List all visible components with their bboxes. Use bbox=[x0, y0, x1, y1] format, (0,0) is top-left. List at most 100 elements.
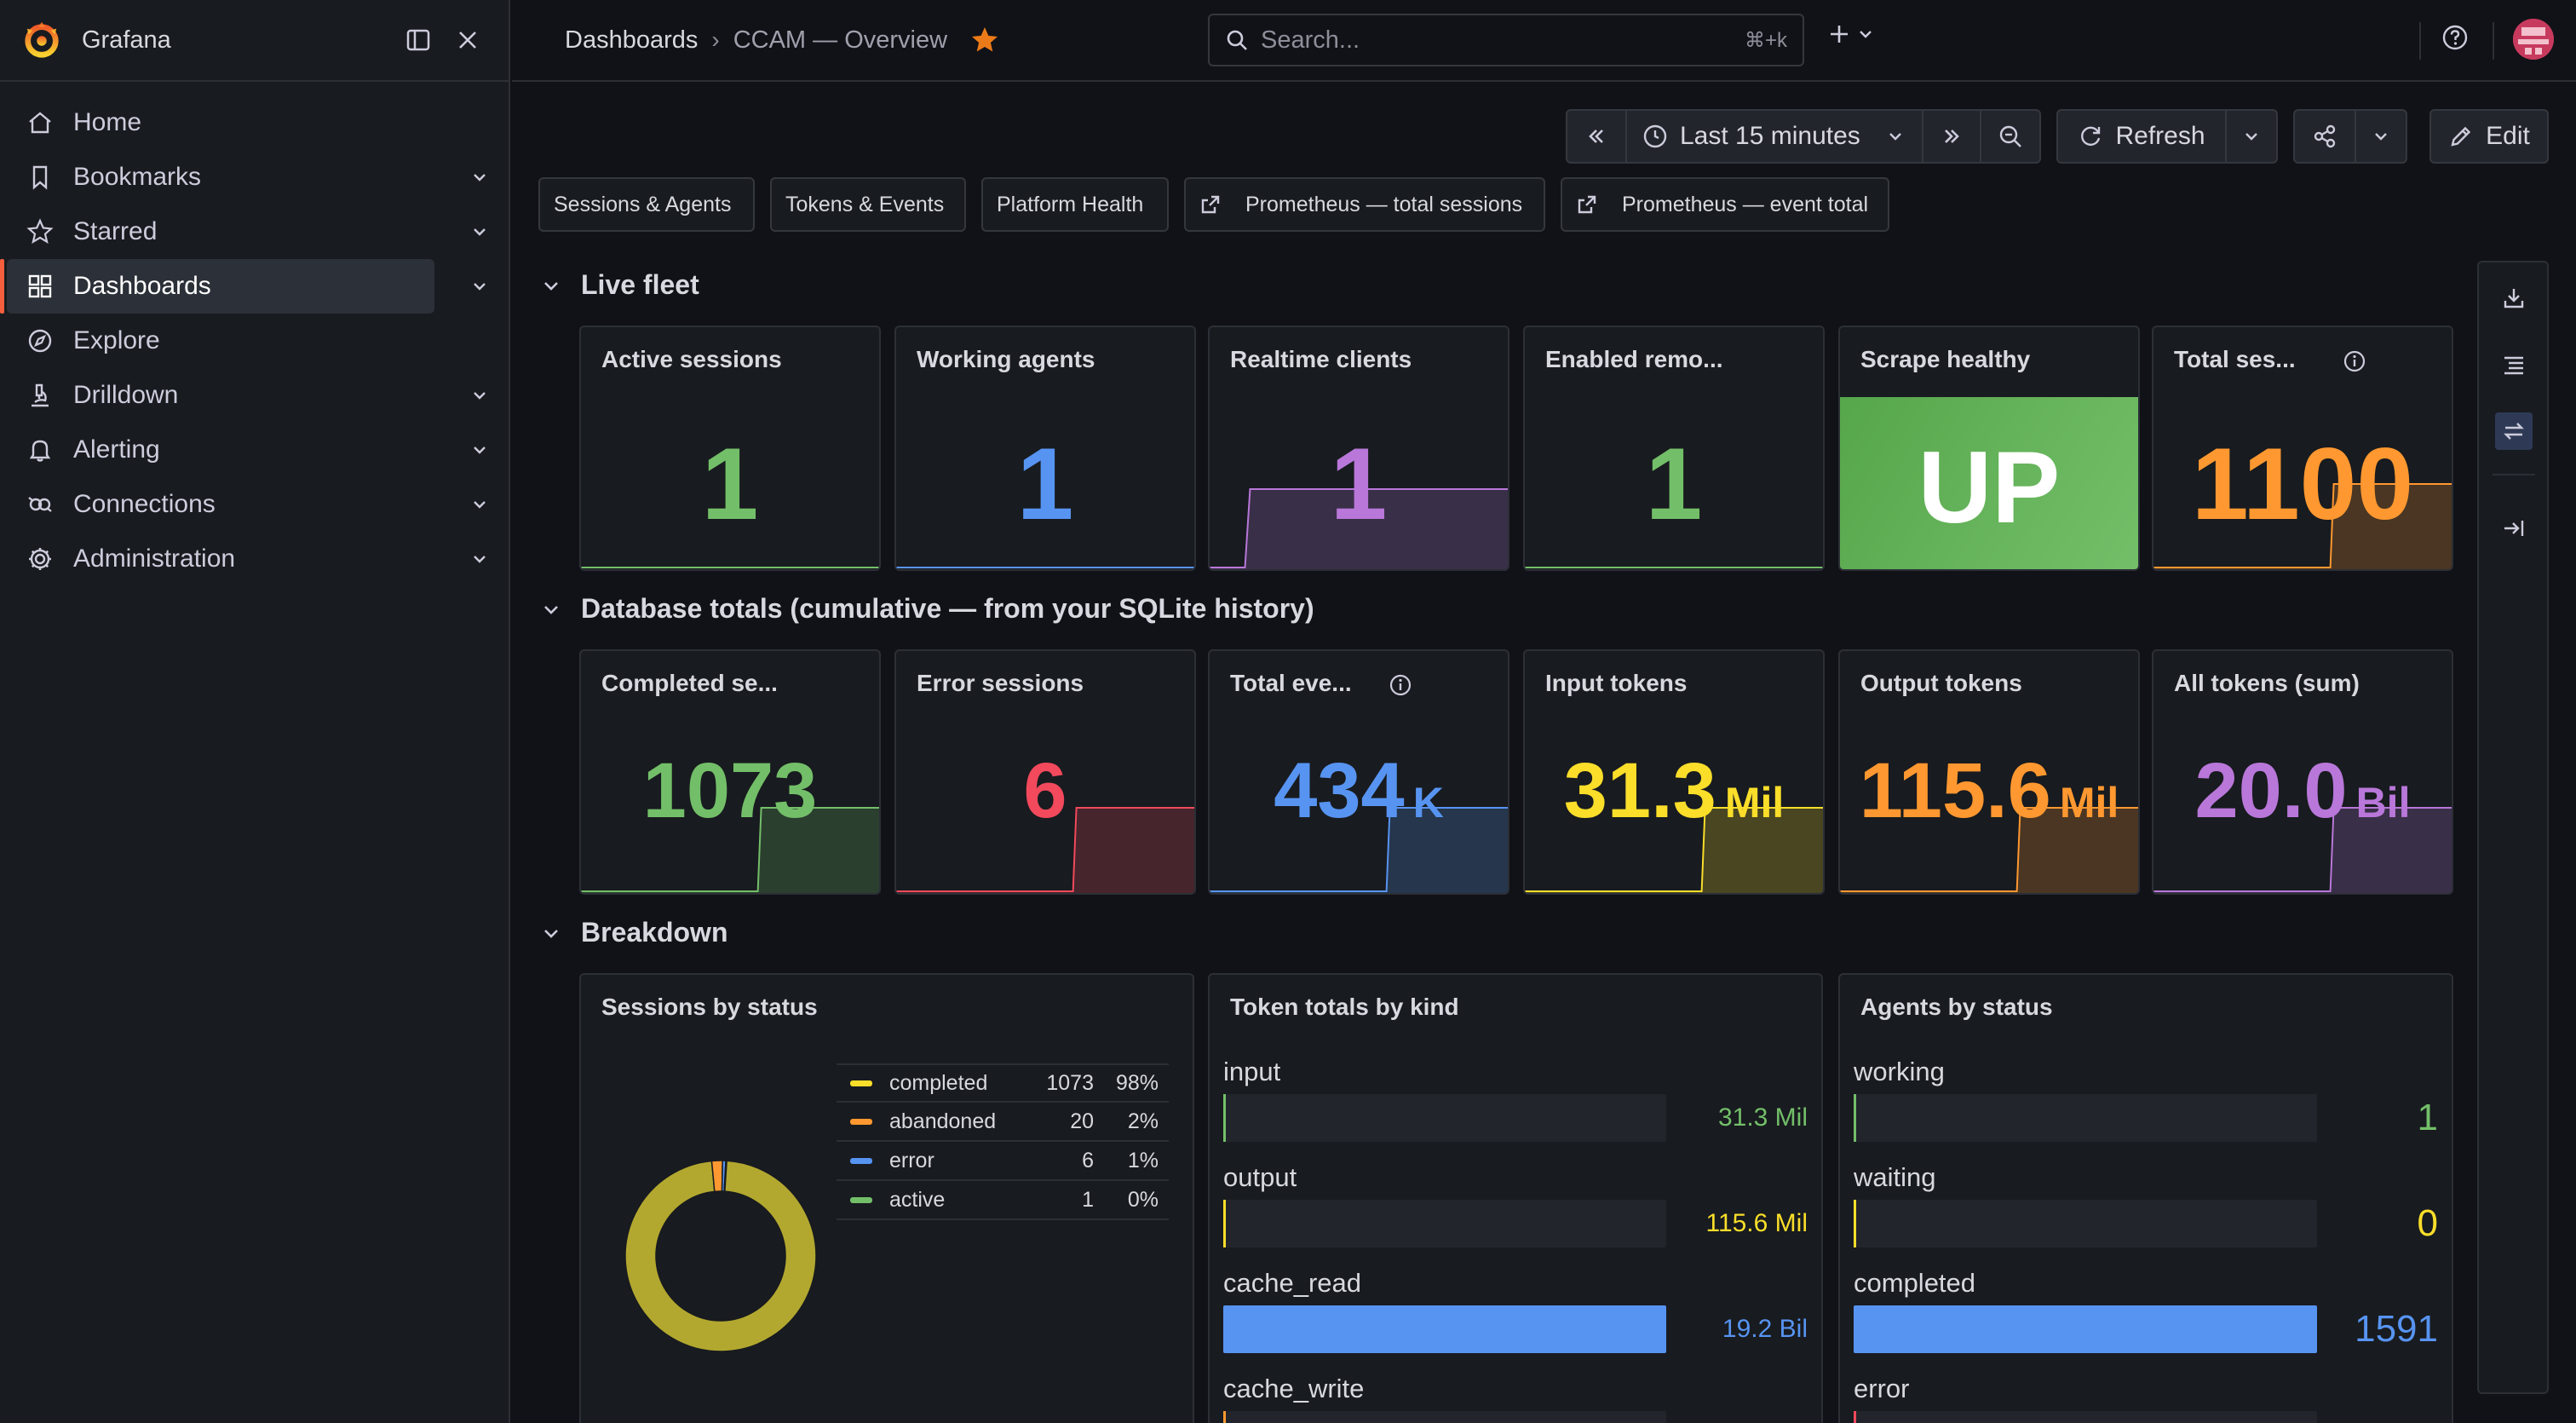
bar-gauge-item[interactable]: working 1 bbox=[1854, 1057, 2438, 1150]
sidebar-item-alerting[interactable]: Alerting bbox=[7, 423, 486, 477]
sidebar-item-drilldown[interactable]: Drilldown bbox=[7, 368, 486, 423]
dashboard-link-button[interactable]: Tokens & Events bbox=[770, 177, 966, 232]
stat-panel[interactable]: Scrape healthy UP bbox=[1838, 326, 2140, 571]
sidebar-item-home[interactable]: Home bbox=[7, 95, 434, 150]
pie-slice-completed[interactable] bbox=[624, 1160, 817, 1352]
home-icon bbox=[26, 108, 55, 137]
breadcrumb-current: CCAM — Overview bbox=[733, 26, 948, 54]
panel-token-totals-by-kind[interactable]: Token totals by kind input 31.3 Mil output… bbox=[1208, 973, 1823, 1423]
bar-gauge-item[interactable]: completed 1591 bbox=[1854, 1268, 2438, 1362]
refresh-interval-dropdown[interactable] bbox=[2225, 109, 2278, 164]
stat-panel[interactable]: Total eve... 434 K bbox=[1208, 649, 1509, 895]
chevron-down-icon[interactable] bbox=[467, 205, 492, 259]
stat-panel[interactable]: Input tokens 31.3 Mil bbox=[1523, 649, 1825, 895]
info-icon[interactable] bbox=[2343, 349, 2366, 377]
panel-title: Active sessions bbox=[601, 346, 782, 372]
stat-number: 1 bbox=[1016, 427, 1074, 541]
stat-panel[interactable]: Enabled remo... 1 bbox=[1523, 326, 1825, 571]
new-menu-button[interactable] bbox=[1827, 22, 1873, 46]
star-filled-icon[interactable] bbox=[969, 25, 1000, 55]
sidebar-item-label: Starred bbox=[73, 217, 158, 245]
chevron-down-icon[interactable] bbox=[467, 532, 492, 586]
legend-item[interactable]: completed 1073 98% bbox=[837, 1063, 1169, 1103]
dashboard-link-button[interactable]: Prometheus — event total bbox=[1561, 177, 1889, 232]
bar-label: completed bbox=[1854, 1268, 1976, 1298]
stat-panel[interactable]: Active sessions 1 bbox=[579, 326, 881, 571]
stat-panel[interactable]: Completed se... 1073 bbox=[579, 649, 881, 895]
dashboard-link-button[interactable]: Prometheus — total sessions bbox=[1184, 177, 1545, 232]
refresh-button[interactable]: Refresh bbox=[2056, 109, 2227, 164]
row-live-fleet[interactable]: Live fleet bbox=[542, 269, 699, 301]
time-back-button[interactable] bbox=[1566, 109, 1627, 164]
bar-gauge-item[interactable]: output 115.6 Mil bbox=[1223, 1162, 1808, 1256]
dock-menu-icon[interactable] bbox=[400, 21, 437, 59]
bar-label: working bbox=[1854, 1057, 1945, 1086]
sidebar-item-explore[interactable]: Explore bbox=[7, 314, 434, 368]
panel-sessions-by-status[interactable]: Sessions by status completed 1073 98% aband… bbox=[579, 973, 1194, 1423]
bar-value: 19.2 Bil bbox=[1722, 1315, 1808, 1343]
sidebar-item-label: Drilldown bbox=[73, 381, 179, 409]
chevron-down-icon[interactable] bbox=[467, 150, 492, 205]
sidebar-item-connections[interactable]: Connections bbox=[7, 477, 486, 532]
panel-title: Total ses... bbox=[2174, 346, 2296, 372]
stat-panel[interactable]: Output tokens 115.6 Mil bbox=[1838, 649, 2140, 895]
info-icon[interactable] bbox=[1389, 673, 1412, 701]
sidebar-item-dashboards[interactable]: Dashboards bbox=[0, 259, 486, 314]
breadcrumb-dashboards[interactable]: Dashboards bbox=[565, 26, 699, 54]
sidebar-item-bookmarks[interactable]: Bookmarks bbox=[7, 150, 486, 205]
stat-value: 6 bbox=[896, 752, 1194, 830]
stat-panel[interactable]: Realtime clients 1 bbox=[1208, 326, 1509, 571]
row-database-totals[interactable]: Database totals (cumulative — from your … bbox=[542, 593, 1314, 625]
stat-panel[interactable]: Total ses... 1100 bbox=[2152, 326, 2453, 571]
sparkline bbox=[1840, 807, 2138, 893]
legend-item[interactable]: error 6 1% bbox=[837, 1142, 1169, 1181]
stat-value: 115.6 Mil bbox=[1840, 752, 2138, 830]
grafana-logo-icon[interactable] bbox=[22, 20, 61, 60]
legend-item[interactable]: abandoned 20 2% bbox=[837, 1103, 1169, 1142]
time-forward-button[interactable] bbox=[1922, 109, 1981, 164]
close-icon[interactable] bbox=[449, 21, 486, 59]
edit-button[interactable]: Edit bbox=[2429, 109, 2549, 164]
bar-gauge-item[interactable]: waiting 0 bbox=[1854, 1162, 2438, 1256]
chevron-down-icon[interactable] bbox=[467, 477, 492, 532]
search-input[interactable]: Search... ⌘+k bbox=[1208, 14, 1804, 66]
exchange-icon[interactable] bbox=[2495, 412, 2533, 450]
outline-list-icon[interactable] bbox=[2495, 346, 2533, 383]
dashboard-link-button[interactable]: Platform Health bbox=[981, 177, 1169, 232]
pie-slice-active[interactable] bbox=[723, 1160, 727, 1192]
chevron-down-icon[interactable] bbox=[467, 423, 492, 477]
panel-title: Total eve... bbox=[1230, 670, 1352, 696]
stat-panel[interactable]: Error sessions 6 bbox=[894, 649, 1196, 895]
bell-icon bbox=[26, 435, 55, 464]
stat-value: 1100 bbox=[2153, 433, 2452, 535]
time-range-picker[interactable]: Last 15 minutes bbox=[1625, 109, 1923, 164]
sidebar-item-administration[interactable]: Administration bbox=[7, 532, 486, 586]
chevron-down-icon[interactable] bbox=[467, 368, 492, 423]
sparkline bbox=[1210, 807, 1508, 893]
sidebar-item-starred[interactable]: Starred bbox=[7, 205, 486, 259]
row-breakdown[interactable]: Breakdown bbox=[542, 917, 727, 948]
help-icon[interactable] bbox=[2441, 24, 2469, 55]
panel-agents-by-status[interactable]: Agents by status working 1 waiting 0 complet… bbox=[1838, 973, 2453, 1423]
share-button[interactable] bbox=[2293, 109, 2356, 164]
legend-item[interactable]: active 1 0% bbox=[837, 1181, 1169, 1220]
stat-value: 1 bbox=[1210, 433, 1508, 535]
chevrons-left-icon bbox=[1589, 130, 1603, 143]
bar-gauge-item[interactable]: error bbox=[1854, 1374, 2438, 1423]
dashboard-link-button[interactable]: Sessions & Agents bbox=[538, 177, 755, 232]
chevron-down-icon[interactable] bbox=[467, 259, 492, 314]
bar-gauge-item[interactable]: cache_write bbox=[1223, 1374, 1808, 1423]
rail-divider bbox=[2493, 474, 2535, 475]
bar-gauge-item[interactable]: cache_read 19.2 Bil bbox=[1223, 1268, 1808, 1362]
export-icon[interactable] bbox=[2495, 279, 2533, 317]
zoom-out-button[interactable] bbox=[1980, 109, 2041, 164]
stat-panel[interactable]: Working agents 1 bbox=[894, 326, 1196, 571]
collapse-right-icon[interactable] bbox=[2495, 510, 2533, 547]
avatar[interactable] bbox=[2513, 19, 2554, 60]
panel-title: Sessions by status bbox=[601, 994, 818, 1020]
dashboard-link-label: Prometheus — event total bbox=[1622, 192, 1869, 216]
bar-gauge-item[interactable]: input 31.3 Mil bbox=[1223, 1057, 1808, 1150]
stat-panel[interactable]: All tokens (sum) 20.0 Bil bbox=[2152, 649, 2453, 895]
share-dropdown[interactable] bbox=[2355, 109, 2407, 164]
stat-number: 1 bbox=[1330, 427, 1388, 541]
